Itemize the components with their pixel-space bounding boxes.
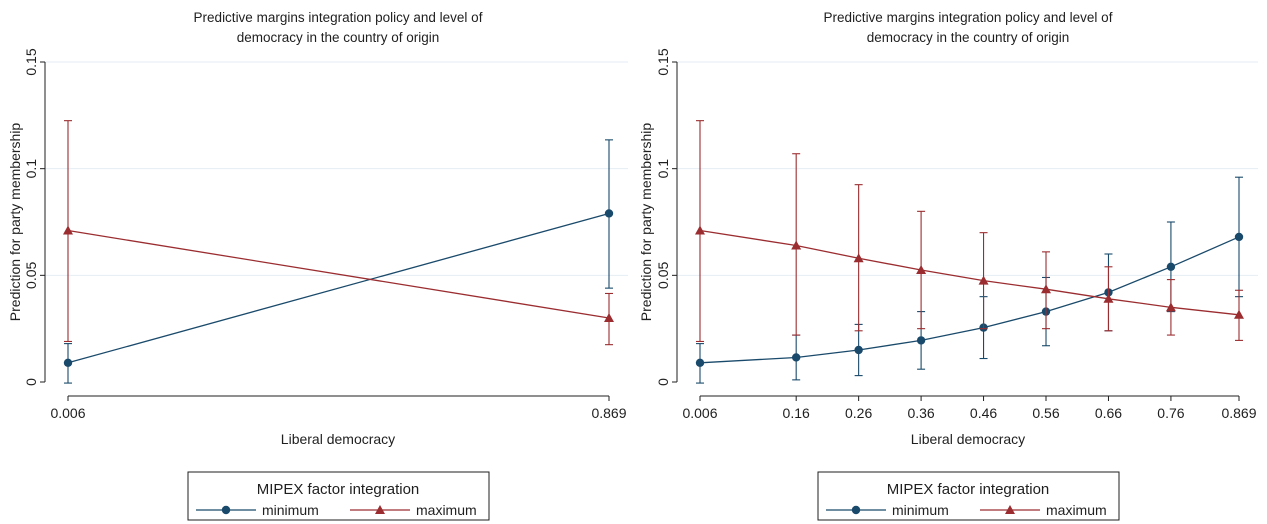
x-tick-label: 0.36: [907, 405, 934, 421]
x-axis-label: Liberal democracy: [911, 431, 1025, 447]
x-tick-label: 0.16: [783, 405, 810, 421]
x-tick-label: 0.76: [1157, 405, 1184, 421]
y-tick-label: 0: [655, 378, 671, 386]
data-point-maximum: [1234, 309, 1244, 319]
legend-marker-minimum: [221, 505, 231, 515]
x-tick-label: 0.66: [1095, 405, 1122, 421]
legend-label-maximum: maximum: [1046, 502, 1107, 518]
x-tick-label: 0.26: [845, 405, 872, 421]
chart-title-line1: Predictive margins integration policy an…: [824, 10, 1113, 25]
legend-box: [817, 471, 1120, 521]
chart-title-line2: democracy in the country of origin: [237, 30, 440, 45]
y-axis-label: Prediction for party membership: [638, 123, 654, 322]
y-tick-label: 0.05: [655, 261, 671, 288]
legend-marker-maximum: [375, 505, 385, 514]
chart-title-line1: Predictive margins integration policy an…: [194, 10, 483, 25]
y-tick-label: 0: [23, 378, 39, 386]
legend-marker-minimum: [851, 505, 861, 515]
data-point-maximum: [978, 275, 989, 285]
x-tick-label: 0.006: [50, 405, 85, 421]
y-tick-label: 0.15: [655, 48, 671, 75]
data-point-maximum: [853, 253, 864, 263]
data-point-maximum: [695, 225, 705, 235]
legend-label-minimum: minimum: [262, 502, 319, 518]
y-axis-label: Prediction for party membership: [7, 123, 23, 322]
x-tick-label: 0.46: [970, 405, 997, 421]
series-line-maximum: [67, 229, 610, 319]
plot-area: 0 0.05 0.1 0.15 0.006 0.16 0.26 0.36 0.46 0.56 0.6…: [655, 48, 1258, 421]
legend-title: MIPEX factor integration: [887, 481, 1050, 498]
chart-title-line2: democracy in the country of origin: [867, 30, 1070, 45]
data-point-minimum: [854, 345, 863, 355]
data-point-minimum: [1234, 232, 1244, 242]
y-tick-label: 0.15: [23, 48, 39, 75]
series-line-minimum: [699, 236, 1240, 364]
data-point-minimum: [695, 358, 705, 367]
legend-box: [187, 471, 490, 521]
y-tick-label: 0.1: [23, 159, 39, 179]
legend: MIPEX factor integration minimum maximum: [817, 471, 1120, 521]
y-tick-label: 0.05: [23, 261, 39, 288]
data-point-maximum: [604, 313, 614, 322]
data-point-maximum: [1103, 293, 1114, 303]
data-point-minimum: [791, 353, 801, 362]
series-line-minimum: [67, 212, 610, 364]
legend: MIPEX factor integration minimum maximum: [187, 471, 490, 521]
legend-label-maximum: maximum: [416, 502, 477, 518]
x-tick-label: 0.869: [1221, 405, 1256, 421]
legend-label-minimum: minimum: [892, 502, 949, 518]
data-point-minimum: [604, 209, 614, 218]
x-axis-label: Liberal democracy: [281, 431, 395, 447]
legend-marker-maximum: [1005, 505, 1015, 514]
data-point-maximum: [1041, 284, 1052, 294]
data-point-maximum: [916, 265, 927, 274]
x-tick-label: 0.869: [591, 405, 626, 421]
legend-title: MIPEX factor integration: [257, 481, 420, 498]
data-point-minimum: [916, 336, 926, 345]
x-tick-label: 0.006: [682, 405, 717, 421]
y-tick-label: 0.1: [655, 159, 671, 179]
chart-right: Predictive margins integration policy an…: [638, 10, 1258, 521]
x-tick-label: 0.56: [1032, 405, 1059, 421]
data-point-maximum: [1165, 302, 1176, 312]
data-point-maximum: [791, 240, 802, 250]
chart-left: Predictive margins integration policy an…: [7, 10, 628, 521]
data-point-maximum: [63, 225, 73, 235]
plot-area: 0 0.05 0.1 0.15 0.006 0.869: [23, 48, 628, 421]
data-point-minimum: [63, 358, 73, 367]
data-point-minimum: [1166, 262, 1176, 271]
